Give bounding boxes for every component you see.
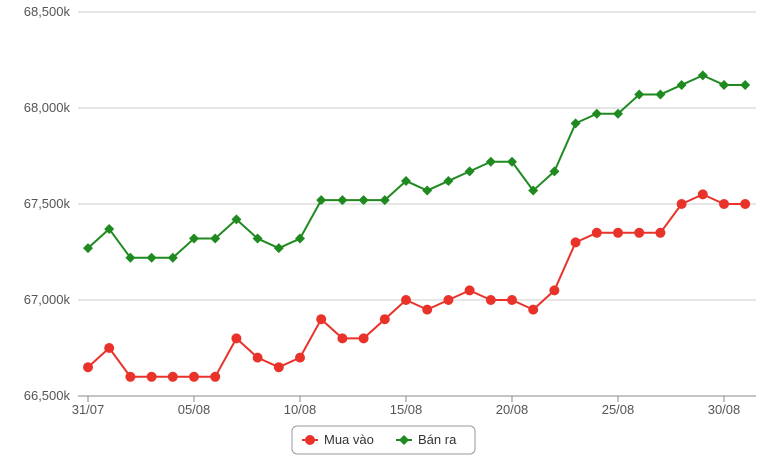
data-point[interactable] bbox=[443, 295, 454, 305]
data-point[interactable] bbox=[719, 79, 729, 90]
y-tick-label: 68,500k bbox=[24, 4, 71, 19]
data-point[interactable] bbox=[740, 79, 751, 90]
data-point[interactable] bbox=[655, 89, 666, 100]
data-point[interactable] bbox=[146, 371, 157, 382]
series-ban-ra bbox=[83, 70, 751, 263]
series-mua-vao bbox=[83, 189, 751, 382]
legend-diamond-icon bbox=[399, 435, 409, 445]
data-point[interactable] bbox=[549, 166, 560, 177]
axes: 66,500k 67,000k 67,500k 68,000k 68,500k 31/07… bbox=[24, 4, 756, 417]
data-point[interactable] bbox=[252, 352, 263, 363]
data-point[interactable] bbox=[655, 227, 666, 238]
data-point[interactable] bbox=[146, 252, 157, 263]
data-point[interactable] bbox=[634, 227, 645, 238]
legend-label: Bán ra bbox=[418, 432, 457, 447]
data-point[interactable] bbox=[422, 304, 433, 315]
data-point[interactable] bbox=[83, 243, 93, 254]
data-point[interactable] bbox=[358, 195, 369, 206]
data-point[interactable] bbox=[379, 314, 390, 325]
data-point[interactable] bbox=[104, 343, 115, 353]
data-point[interactable] bbox=[210, 371, 221, 382]
series-line bbox=[87, 74, 746, 259]
data-point[interactable] bbox=[697, 70, 708, 81]
data-point[interactable] bbox=[316, 195, 327, 206]
data-point[interactable] bbox=[676, 199, 687, 209]
series-line bbox=[87, 193, 746, 378]
data-point[interactable] bbox=[570, 118, 581, 129]
data-point[interactable] bbox=[570, 237, 581, 248]
data-point[interactable] bbox=[316, 314, 327, 325]
data-point[interactable] bbox=[167, 252, 178, 263]
data-point[interactable] bbox=[591, 227, 602, 238]
data-point[interactable] bbox=[464, 166, 475, 177]
y-tick-label: 67,500k bbox=[24, 196, 71, 211]
data-point[interactable] bbox=[167, 371, 178, 382]
data-point[interactable] bbox=[591, 108, 602, 119]
data-point[interactable] bbox=[697, 189, 708, 200]
data-point[interactable] bbox=[358, 333, 369, 344]
legend[interactable]: Mua vào Bán ra bbox=[291, 425, 476, 455]
data-point[interactable] bbox=[273, 243, 284, 254]
data-point[interactable] bbox=[719, 199, 729, 209]
data-point[interactable] bbox=[401, 295, 411, 305]
data-point[interactable] bbox=[634, 89, 645, 100]
data-point[interactable] bbox=[231, 333, 242, 344]
data-point[interactable] bbox=[295, 352, 305, 363]
data-point[interactable] bbox=[273, 362, 284, 373]
data-point[interactable] bbox=[422, 185, 433, 196]
x-tick-label: 30/08 bbox=[708, 402, 741, 417]
y-tick-label: 68,000k bbox=[24, 100, 71, 115]
data-point[interactable] bbox=[740, 199, 751, 209]
data-point[interactable] bbox=[528, 185, 539, 196]
data-point[interactable] bbox=[125, 371, 136, 382]
x-tick-label: 10/08 bbox=[284, 402, 317, 417]
data-point[interactable] bbox=[210, 233, 221, 244]
x-tick-label: 05/08 bbox=[178, 402, 211, 417]
legend-box bbox=[291, 425, 476, 455]
data-point[interactable] bbox=[464, 285, 475, 296]
data-point[interactable] bbox=[189, 233, 199, 244]
data-point[interactable] bbox=[401, 175, 411, 186]
legend-label: Mua vào bbox=[324, 432, 374, 447]
x-tick-label: 15/08 bbox=[390, 402, 423, 417]
grid-lines bbox=[78, 11, 756, 301]
data-point[interactable] bbox=[549, 285, 560, 296]
data-point[interactable] bbox=[507, 295, 517, 305]
data-point[interactable] bbox=[231, 214, 242, 225]
x-tick-label: 31/07 bbox=[72, 402, 105, 417]
data-point[interactable] bbox=[676, 79, 687, 90]
data-point[interactable] bbox=[613, 108, 623, 119]
data-point[interactable] bbox=[485, 156, 496, 167]
x-tick-label: 25/08 bbox=[602, 402, 635, 417]
legend-circle-icon bbox=[305, 435, 315, 445]
data-point[interactable] bbox=[104, 223, 115, 234]
data-point[interactable] bbox=[252, 233, 263, 244]
y-tick-label: 66,500k bbox=[24, 388, 71, 403]
data-point[interactable] bbox=[337, 195, 348, 206]
data-point[interactable] bbox=[485, 295, 496, 305]
data-point[interactable] bbox=[379, 195, 390, 206]
data-point[interactable] bbox=[189, 371, 199, 382]
data-point[interactable] bbox=[125, 252, 136, 263]
legend-item-mua-vao[interactable]: Mua vào bbox=[302, 432, 374, 447]
legend-item-ban-ra[interactable]: Bán ra bbox=[396, 432, 457, 447]
data-point[interactable] bbox=[613, 227, 623, 238]
data-point[interactable] bbox=[443, 175, 454, 186]
data-point[interactable] bbox=[83, 362, 93, 373]
data-point[interactable] bbox=[507, 156, 517, 167]
data-point[interactable] bbox=[528, 304, 539, 315]
data-point[interactable] bbox=[337, 333, 348, 344]
series-layer bbox=[83, 70, 751, 382]
data-point[interactable] bbox=[295, 233, 305, 244]
x-tick-label: 20/08 bbox=[496, 402, 529, 417]
y-tick-label: 67,000k bbox=[24, 292, 71, 307]
